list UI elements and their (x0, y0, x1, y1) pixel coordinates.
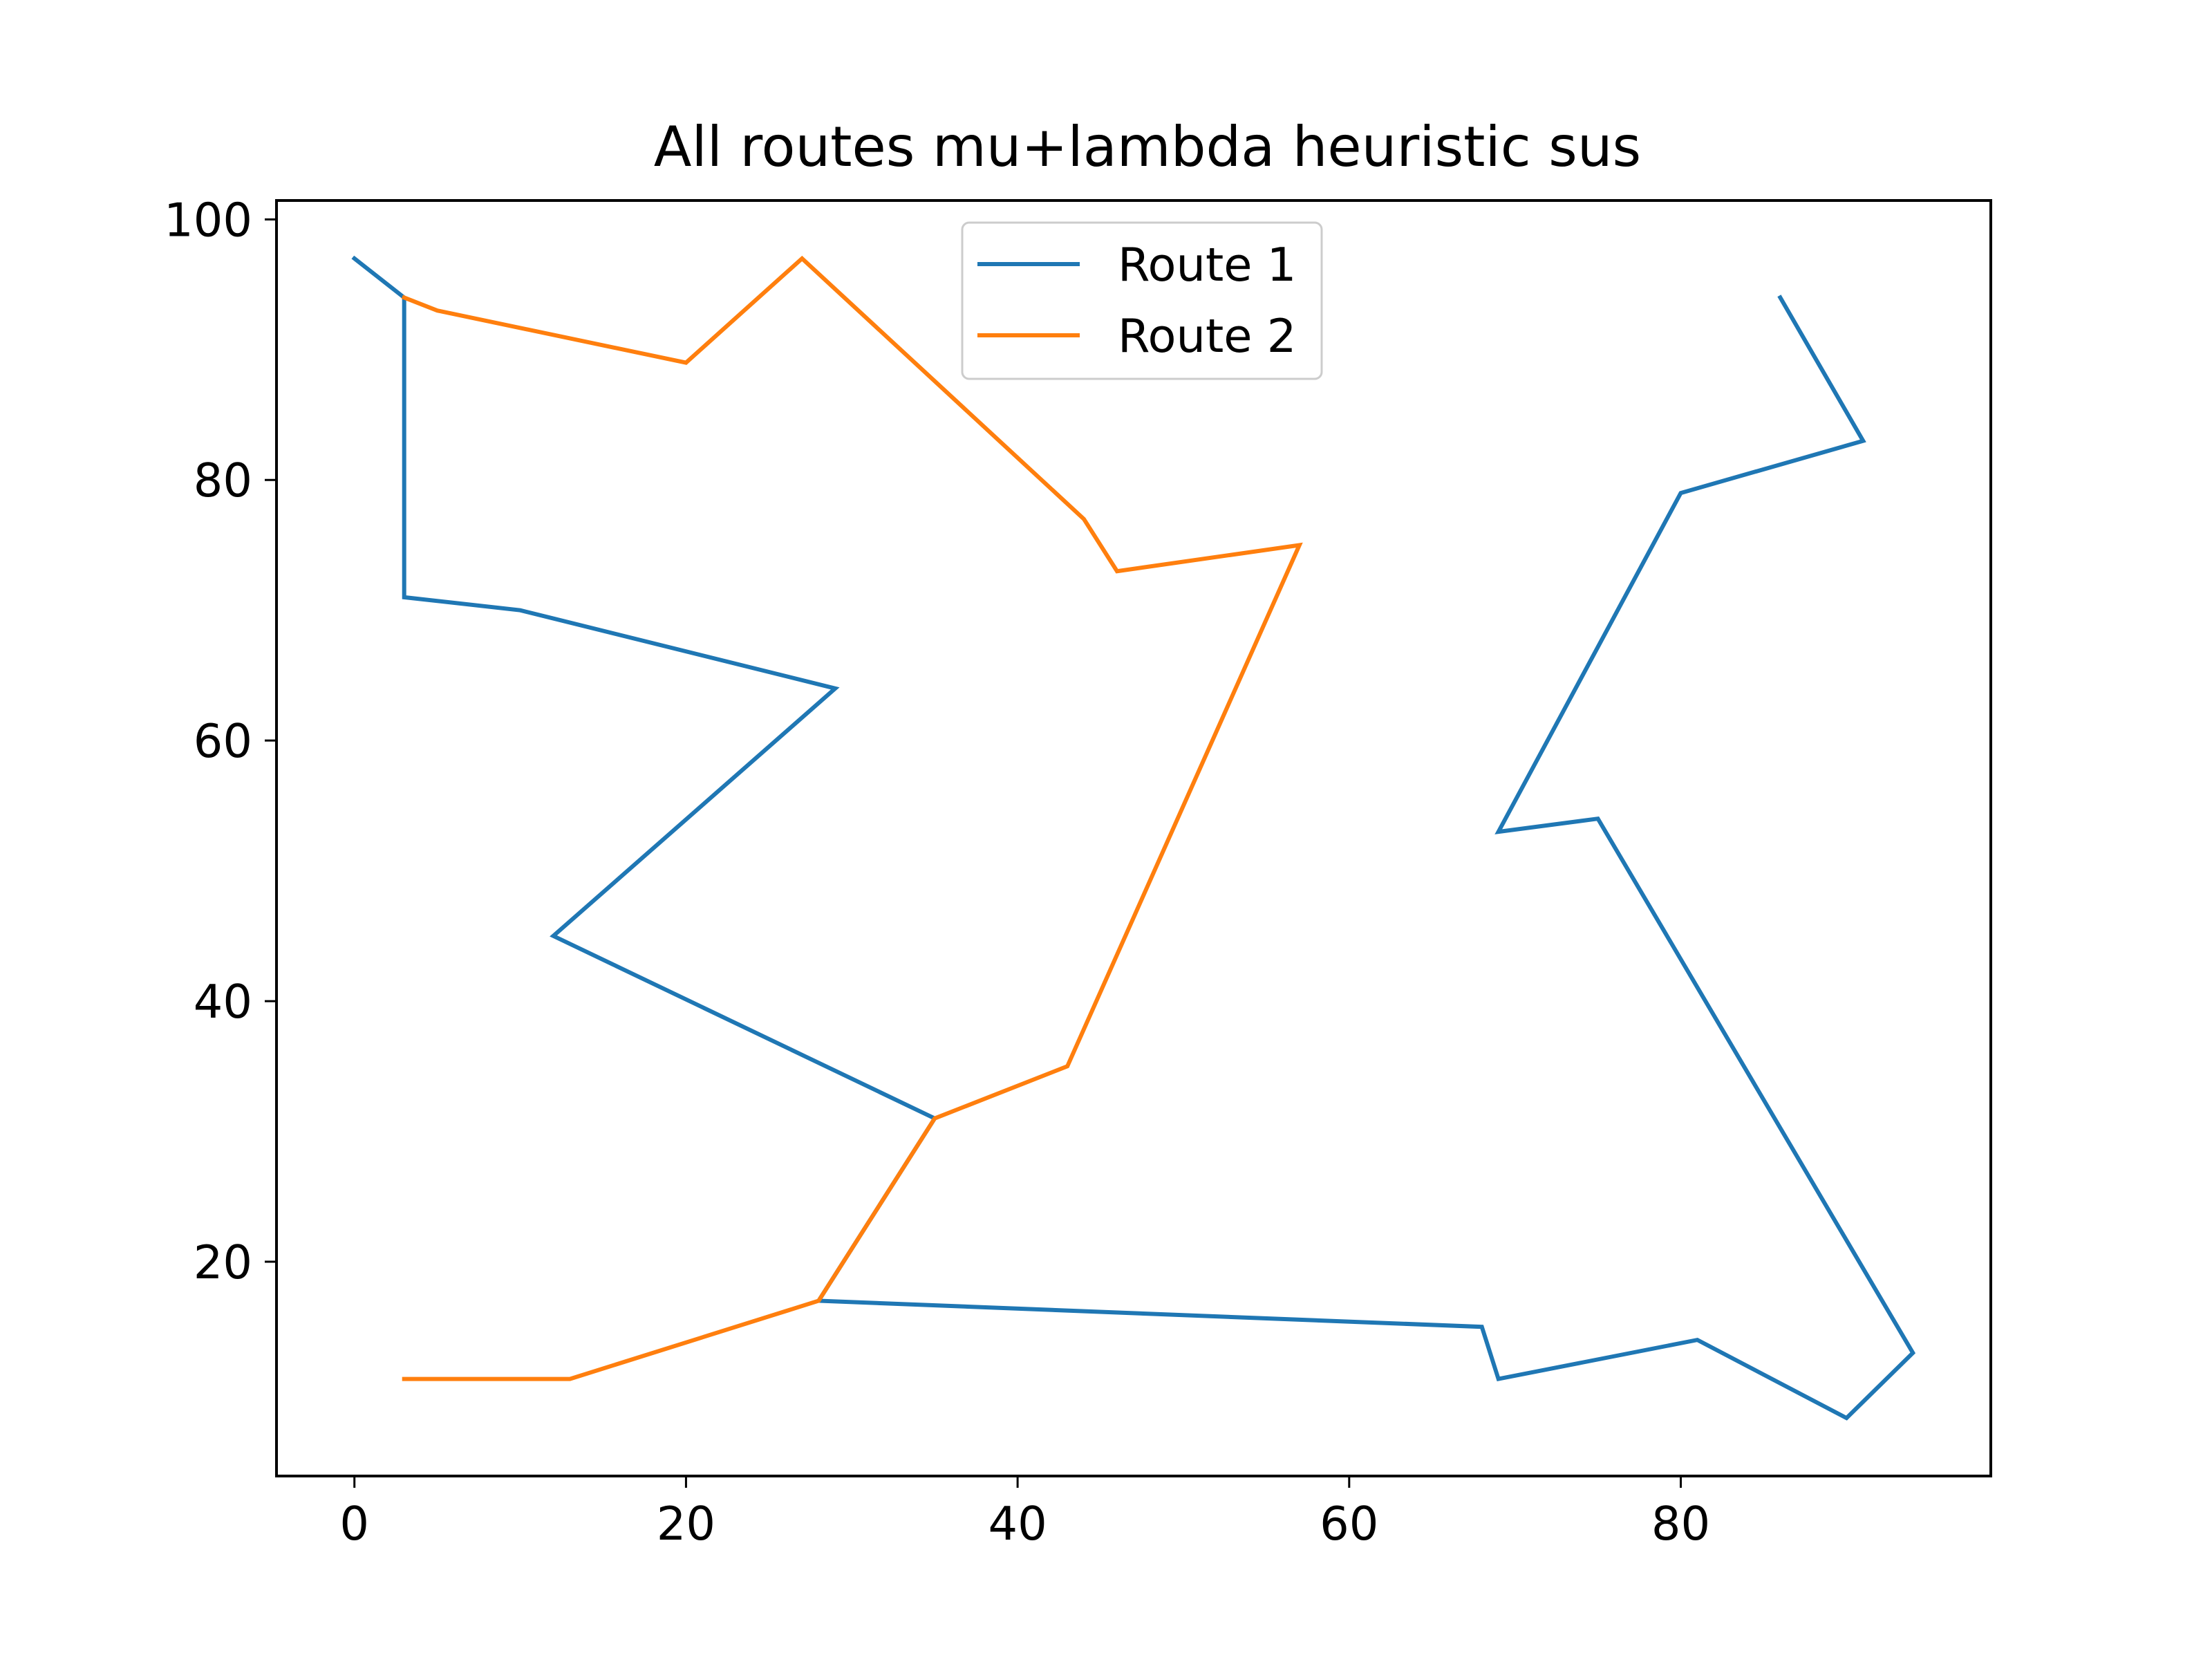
series-layer (351, 255, 1916, 1421)
x-tick-label: 60 (1320, 1497, 1378, 1551)
x-tick-label: 0 (339, 1497, 369, 1551)
x-axis: 0 20 40 60 80 (339, 1476, 1710, 1551)
x-tick-label: 40 (988, 1497, 1047, 1551)
axes-frame (275, 199, 1992, 1477)
y-tick-label: 100 (164, 193, 252, 247)
series-line-route-2 (401, 255, 1303, 1381)
y-tick-label: 60 (194, 714, 252, 768)
legend: Route 1 Route 2 (961, 221, 1323, 380)
x-tick-label: 80 (1651, 1497, 1710, 1551)
y-tick-label: 80 (194, 454, 252, 507)
series-line-route-1 (351, 255, 1916, 1421)
chart-title: All routes mu+lambda heuristic sus (654, 115, 1641, 179)
legend-box (961, 221, 1323, 380)
legend-label-route-1: Route 1 (1118, 238, 1296, 292)
y-tick-label: 40 (194, 975, 252, 1029)
x-tick-label: 20 (657, 1497, 715, 1551)
legend-label-route-2: Route 2 (1118, 309, 1296, 363)
y-axis: 20 40 60 80 100 (164, 193, 276, 1289)
y-tick-label: 20 (194, 1235, 252, 1289)
